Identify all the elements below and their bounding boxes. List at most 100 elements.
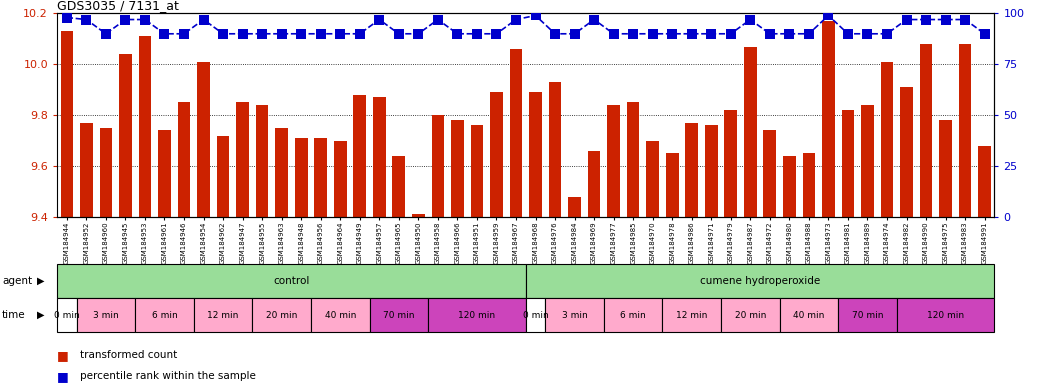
Point xyxy=(957,17,974,23)
Text: cumene hydroperoxide: cumene hydroperoxide xyxy=(700,276,820,286)
Point xyxy=(625,31,641,37)
Bar xyxy=(920,44,932,217)
Text: GDS3035 / 7131_at: GDS3035 / 7131_at xyxy=(57,0,179,12)
Bar xyxy=(275,128,288,217)
Point xyxy=(898,17,914,23)
Point xyxy=(508,17,524,23)
Bar xyxy=(705,125,717,217)
Bar xyxy=(139,36,152,217)
Bar xyxy=(665,153,679,217)
Point xyxy=(683,31,700,37)
Bar xyxy=(588,151,600,217)
Point xyxy=(585,17,602,23)
Point xyxy=(390,31,407,37)
Bar xyxy=(647,141,659,217)
Bar xyxy=(822,21,835,217)
Text: 120 min: 120 min xyxy=(927,311,964,320)
Text: ■: ■ xyxy=(57,349,69,362)
Bar xyxy=(978,146,991,217)
Text: 40 min: 40 min xyxy=(325,311,356,320)
Point xyxy=(547,31,564,37)
Bar xyxy=(80,123,92,217)
Point xyxy=(742,17,759,23)
Bar xyxy=(295,138,307,217)
Bar xyxy=(255,105,269,217)
Text: 6 min: 6 min xyxy=(621,311,646,320)
Point xyxy=(449,31,466,37)
Point xyxy=(468,31,485,37)
Point xyxy=(567,31,583,37)
Text: 70 min: 70 min xyxy=(383,311,414,320)
Bar xyxy=(392,156,405,217)
Bar xyxy=(842,110,854,217)
Point xyxy=(977,31,993,37)
Point xyxy=(859,31,876,37)
Point xyxy=(273,31,290,37)
Bar xyxy=(685,123,699,217)
Point xyxy=(430,17,446,23)
Bar xyxy=(452,120,464,217)
Point xyxy=(371,17,387,23)
Bar xyxy=(959,44,972,217)
Text: transformed count: transformed count xyxy=(80,350,177,360)
Bar xyxy=(432,115,444,217)
Point xyxy=(312,31,329,37)
Bar xyxy=(783,156,796,217)
Bar xyxy=(900,87,912,217)
Point xyxy=(645,31,661,37)
Text: 0 min: 0 min xyxy=(54,311,80,320)
Bar xyxy=(490,92,502,217)
Point xyxy=(175,31,192,37)
Text: 20 min: 20 min xyxy=(735,311,766,320)
Text: percentile rank within the sample: percentile rank within the sample xyxy=(80,371,255,381)
Point xyxy=(937,17,954,23)
Text: time: time xyxy=(2,310,26,320)
Text: control: control xyxy=(273,276,309,286)
Bar xyxy=(510,49,522,217)
Bar xyxy=(158,131,171,217)
Point xyxy=(879,31,896,37)
Point xyxy=(918,17,934,23)
Bar xyxy=(353,95,366,217)
Point xyxy=(332,31,349,37)
Text: ▶: ▶ xyxy=(37,276,45,286)
Bar xyxy=(744,46,757,217)
Point xyxy=(664,31,681,37)
Text: 6 min: 6 min xyxy=(152,311,177,320)
Bar xyxy=(100,128,112,217)
Text: 3 min: 3 min xyxy=(562,311,588,320)
Point xyxy=(117,17,134,23)
Bar xyxy=(549,82,562,217)
Point xyxy=(98,31,114,37)
Text: ■: ■ xyxy=(57,370,69,383)
Point xyxy=(488,31,504,37)
Bar xyxy=(315,138,327,217)
Point xyxy=(215,31,231,37)
Text: 3 min: 3 min xyxy=(93,311,118,320)
Bar xyxy=(60,31,74,217)
Bar xyxy=(373,98,386,217)
Point xyxy=(156,31,172,37)
Bar xyxy=(470,125,484,217)
Point xyxy=(195,17,212,23)
Point xyxy=(137,17,154,23)
Bar xyxy=(607,105,620,217)
Bar xyxy=(862,105,874,217)
Bar xyxy=(939,120,952,217)
Bar xyxy=(725,110,737,217)
Bar xyxy=(568,197,581,217)
Bar xyxy=(217,136,229,217)
Bar xyxy=(119,54,132,217)
Point xyxy=(703,31,719,37)
Bar xyxy=(764,131,776,217)
Bar xyxy=(334,141,347,217)
Text: 120 min: 120 min xyxy=(459,311,495,320)
Bar xyxy=(412,214,425,217)
Point xyxy=(293,31,309,37)
Point xyxy=(840,31,856,37)
Point xyxy=(820,12,837,18)
Text: 0 min: 0 min xyxy=(523,311,548,320)
Bar xyxy=(237,103,249,217)
Bar xyxy=(177,103,190,217)
Point xyxy=(78,17,94,23)
